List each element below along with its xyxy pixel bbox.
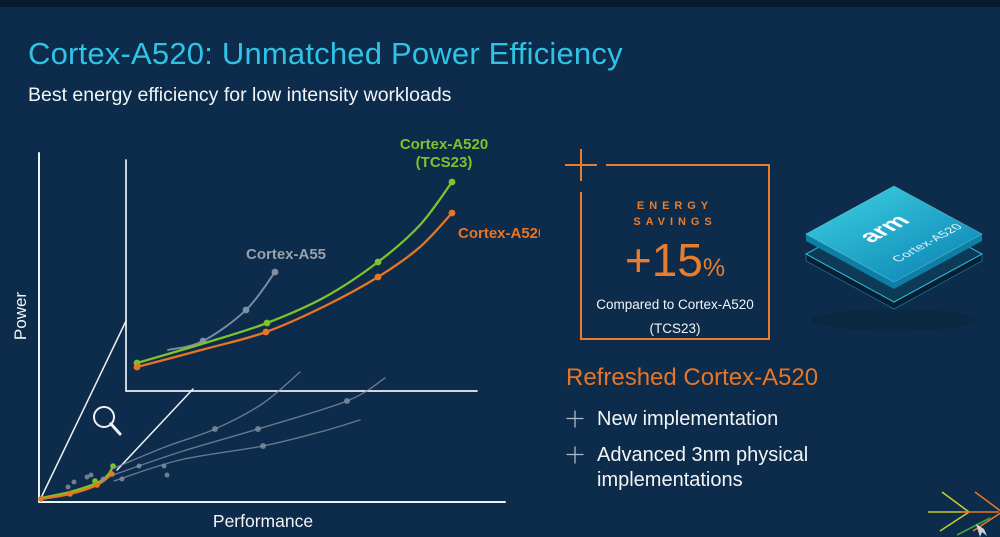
legend-a520: Cortex-A520 [458,225,540,242]
forward-arrows-decoration [928,491,1000,537]
legend-a55: Cortex-A55 [246,246,326,263]
energy-savings-label: ENERGY SAVINGS [633,200,717,228]
overview-gray-curve-2-point [255,426,261,432]
zoom-connector-upper [39,320,127,501]
chip-reflection [812,309,976,331]
overview-gray-curve-2-point [344,398,350,404]
overview-scatter-point [136,463,142,469]
cortex-a520-inset-point [448,209,456,217]
cortex-a520-inset-point [262,328,270,336]
top-border-strip [0,0,1000,7]
cortex-a520-inset-point [133,363,141,371]
energy-savings-note: Compared to Cortex-A520 [596,296,754,312]
cortex-a55-inset-point [271,268,279,276]
plus-bullet-icon [566,446,584,464]
bullet-item: New implementation [566,407,896,432]
arm-chip-illustration: arm Cortex-A520 [804,185,984,331]
plus-bullet-icon [566,410,584,428]
overview-gray-curve-1-point [212,426,218,432]
overview-orange-curve [39,472,114,501]
overview-orange-point [94,482,100,488]
overview-scatter-point [164,472,170,478]
overview-scatter-point [161,463,167,469]
crosshair-icon [565,164,597,166]
chip-top-face [805,185,983,283]
zoom-connector-lower [116,388,194,471]
bullet-text: New implementation [597,408,779,430]
energy-savings-panel: ENERGY SAVINGS +15% Compared to Cortex-A… [565,149,770,340]
overview-gray-curve-3-point [260,443,266,449]
overview-orange-point [38,496,44,502]
orange-arrow-icon [961,491,1000,532]
cortex-a520-tcs23-inset-curve [135,180,454,365]
legend-a520-tcs23-line2: (TCS23) [416,154,473,171]
overview-scatter-point [65,484,71,490]
green-arrow-icon [956,517,991,536]
overview-gray-curve-2-curve [112,377,386,476]
refresh-heading: Refreshed Cortex-A520 [566,364,819,391]
overview-gray-curve-3-curve [113,419,361,482]
overview-scatter-point [71,479,77,485]
overview-scatter-point [100,476,106,482]
cortex-a520-inset-point [374,273,382,281]
y-axis-label: Power [11,292,30,341]
refresh-section: Refreshed Cortex-A520 New implementation… [566,364,896,504]
energy-savings-value: +15% [624,233,726,286]
overview-orange-point [67,491,73,497]
overview-scatter-point [88,472,94,478]
energy-savings-note-2: (TCS23) [649,320,701,336]
slide-title: Cortex-A520: Unmatched Power Efficiency [28,36,623,71]
cortex-a520-tcs23-inset-point [374,258,382,266]
magnifier-handle [109,422,122,436]
legend-a520-tcs23-line1: Cortex-A520 [400,136,488,153]
power-performance-chart: PowerPerformanceCortex-A520(TCS23)Cortex… [11,136,540,531]
overview-scatter-point [84,474,90,480]
cortex-a55-inset-point [242,306,250,314]
bullet-item: Advanced 3nm physical implementations [566,443,896,493]
mouse-cursor-icon [976,524,987,537]
magnifier-icon [93,406,115,428]
cortex-a520-inset-curve [135,211,454,369]
cortex-a520-tcs23-inset-point [263,319,271,327]
x-axis-label: Performance [213,511,313,531]
bullet-text: Advanced 3nm physical implementations [597,444,809,491]
slide-subtitle: Best energy efficiency for low intensity… [28,84,452,106]
cortex-a520-tcs23-inset-point [448,178,456,186]
cortex-a55-inset-curve [167,271,276,351]
overview-scatter-point [119,476,125,482]
